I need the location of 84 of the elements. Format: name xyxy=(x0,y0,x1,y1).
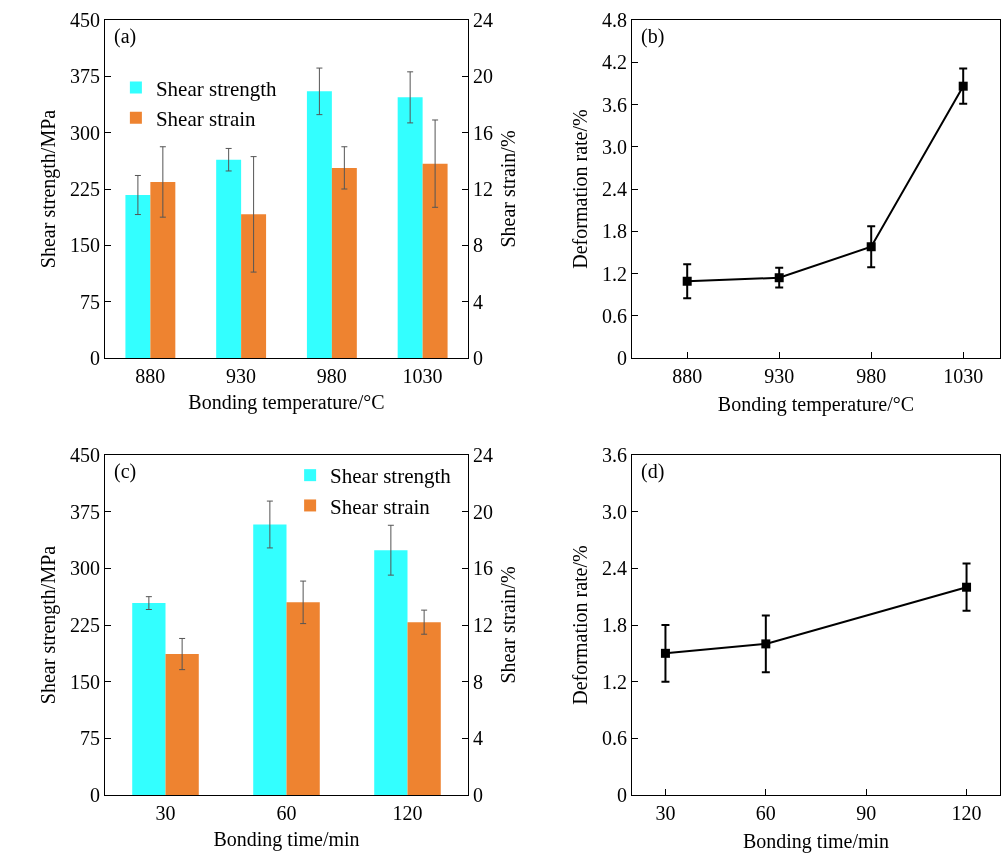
point xyxy=(866,242,876,252)
y2-tick-label: 4 xyxy=(473,290,484,313)
x-tick-label: 120 xyxy=(951,802,982,825)
legend-label: Shear strength xyxy=(330,464,452,489)
y2-tick-label: 0 xyxy=(473,784,484,806)
y2-tick-label: 12 xyxy=(473,614,494,636)
y-tick-label: 0.6 xyxy=(601,304,627,327)
y2-axis-title: Shear strain/% xyxy=(496,566,519,684)
x-tick-label: 1030 xyxy=(402,365,443,388)
x-tick-label: 930 xyxy=(764,365,795,388)
legend-label: Shear strain xyxy=(330,494,431,519)
legend-label: Shear strain xyxy=(155,106,257,131)
point xyxy=(761,639,771,649)
x-tick-label: 880 xyxy=(672,365,703,388)
x-tick-label: 30 xyxy=(155,802,176,825)
y-tick-label: 1.8 xyxy=(601,220,627,243)
x-axis-title: Bonding temperature/°C xyxy=(188,390,385,414)
x-tick-label: 1030 xyxy=(943,365,984,388)
annotation: (b) xyxy=(641,25,665,48)
y-axis-title: Shear strength/MPa xyxy=(37,545,61,705)
y2-tick-label: 20 xyxy=(473,500,494,523)
y-tick-label: 0 xyxy=(89,347,100,369)
x-tick-label: 60 xyxy=(276,802,297,825)
y-tick-label: 0 xyxy=(616,784,627,806)
y-tick-label: 0 xyxy=(89,784,100,806)
x-tick-label: 980 xyxy=(856,365,887,388)
point xyxy=(660,648,670,658)
y-tick-label: 0.6 xyxy=(601,727,627,750)
x-tick-label: 90 xyxy=(856,802,877,825)
x-axis-title: Bonding time/min xyxy=(742,829,890,853)
y-tick-label: 1.8 xyxy=(601,614,627,636)
y-tick-label: 225 xyxy=(69,178,100,200)
y-tick-label: 3.0 xyxy=(601,500,627,523)
y-tick-label: 4.2 xyxy=(601,51,627,74)
y2-tick-label: 20 xyxy=(473,65,494,88)
y-tick-label: 225 xyxy=(69,614,100,636)
legend-label: Shear strength xyxy=(155,76,278,101)
y-axis-title: Deformation rate/% xyxy=(569,545,592,705)
y-tick-label: 450 xyxy=(69,9,100,31)
y2-tick-label: 4 xyxy=(473,727,484,750)
annotation: (c) xyxy=(114,460,137,483)
x-tick-label: 980 xyxy=(316,365,347,388)
y-tick-label: 150 xyxy=(69,234,100,257)
y-tick-label: 75 xyxy=(79,290,100,313)
y2-tick-label: 16 xyxy=(473,557,494,580)
y-tick-label: 0 xyxy=(616,347,627,369)
y-tick-label: 1.2 xyxy=(601,262,627,285)
point xyxy=(958,81,968,91)
y-axis-title: Deformation rate/% xyxy=(569,109,592,269)
y2-tick-label: 8 xyxy=(473,670,484,693)
y-tick-label: 3.0 xyxy=(601,135,627,158)
point xyxy=(962,582,972,592)
y2-tick-label: 24 xyxy=(473,444,494,466)
x-tick-label: 880 xyxy=(135,365,166,388)
annotation: (d) xyxy=(641,460,665,483)
y-tick-label: 375 xyxy=(69,65,100,88)
y-tick-label: 375 xyxy=(69,500,100,523)
point xyxy=(774,273,784,283)
y-tick-label: 1.2 xyxy=(601,670,627,693)
x-tick-label: 60 xyxy=(755,802,776,825)
y-tick-label: 300 xyxy=(69,557,100,580)
y2-tick-label: 0 xyxy=(473,347,484,369)
y-tick-label: 300 xyxy=(69,121,100,144)
annotation: (a) xyxy=(114,25,137,48)
x-axis-title: Bonding temperature/°C xyxy=(717,392,915,416)
y2-tick-label: 24 xyxy=(473,9,494,31)
y-tick-label: 2.4 xyxy=(601,178,627,200)
x-tick-label: 30 xyxy=(655,802,676,825)
y2-tick-label: 12 xyxy=(473,178,494,200)
y-tick-label: 75 xyxy=(79,727,100,750)
y2-tick-label: 16 xyxy=(473,121,494,144)
x-tick-label: 120 xyxy=(392,802,423,825)
y2-tick-label: 8 xyxy=(473,234,484,257)
y-tick-label: 450 xyxy=(69,444,100,466)
point xyxy=(682,276,692,286)
y-tick-label: 4.8 xyxy=(601,9,627,31)
y2-axis-title: Shear strain/% xyxy=(496,130,519,248)
y-axis-title: Shear strength/MPa xyxy=(37,109,61,269)
y-tick-label: 3.6 xyxy=(601,93,627,116)
y-tick-label: 150 xyxy=(69,670,100,693)
y-tick-label: 2.4 xyxy=(601,557,627,580)
y-tick-label: 3.6 xyxy=(601,444,627,466)
x-axis-title: Bonding time/min xyxy=(213,827,360,851)
x-tick-label: 930 xyxy=(226,365,257,388)
